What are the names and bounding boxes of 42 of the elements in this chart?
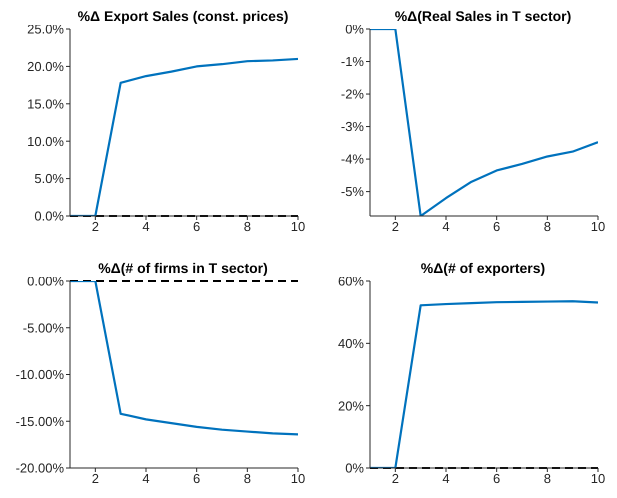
y-tick-label: -2% [340, 86, 364, 102]
x-tick-label: 4 [442, 471, 450, 486]
x-tick-label: 8 [544, 471, 551, 486]
y-tick-label: -20.00% [16, 460, 64, 476]
y-tick-label: 10.0% [27, 134, 64, 149]
x-tick-label: 8 [244, 219, 251, 234]
x-tick-label: 2 [392, 219, 399, 234]
y-tick-label: 20.0% [27, 59, 64, 74]
chart-title: %Δ Export Sales (const. prices) [78, 8, 288, 24]
y-tick-label: -5% [340, 184, 364, 200]
x-tick-label: 6 [193, 471, 200, 486]
y-tick-label: 40% [338, 336, 364, 351]
y-tick-label: 20% [338, 398, 364, 414]
chart-title: %Δ(# of firms in T sector) [98, 260, 268, 276]
y-tick-label: -3% [340, 119, 364, 134]
chart-title: %Δ(# of exporters) [420, 260, 546, 276]
y-tick-label: -1% [340, 54, 364, 70]
x-tick-label: 6 [493, 219, 500, 234]
chart-title: %Δ(Real Sales in T sector) [394, 8, 572, 24]
x-tick-label: 4 [442, 219, 450, 234]
x-tick-label: 10 [290, 471, 306, 486]
y-tick-label: 0.0% [34, 208, 64, 224]
y-tick-label: 5.0% [34, 171, 64, 186]
x-tick-label: 10 [290, 219, 306, 234]
x-tick-label: 2 [92, 219, 99, 234]
y-tick-label: 0% [345, 460, 364, 476]
x-tick-label: 8 [244, 471, 251, 486]
x-tick-label: 10 [590, 471, 606, 486]
x-tick-label: 6 [493, 471, 500, 486]
line-series [70, 281, 298, 436]
x-tick-label: 4 [142, 219, 150, 234]
x-tick-label: 2 [92, 471, 99, 486]
x-tick-label: 8 [544, 219, 551, 234]
y-tick-label: 15.0% [27, 96, 64, 112]
y-tick-label: -15.00% [16, 414, 64, 429]
x-tick-label: 4 [142, 471, 150, 486]
x-tick-label: 2 [392, 471, 399, 486]
x-tick-label: 10 [590, 219, 606, 234]
x-tick-label: 6 [193, 219, 200, 234]
y-tick-label: -10.00% [16, 367, 64, 382]
y-tick-label: -5.00% [22, 320, 64, 336]
y-tick-label: -4% [340, 152, 364, 167]
